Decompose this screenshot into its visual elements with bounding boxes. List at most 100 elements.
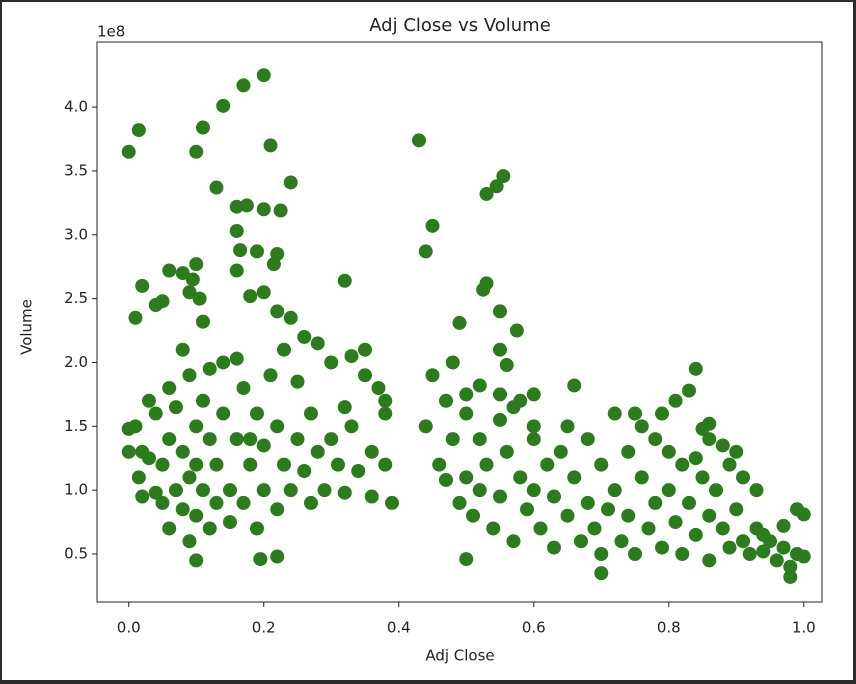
point xyxy=(330,457,345,472)
point xyxy=(135,489,150,504)
point xyxy=(526,432,541,447)
point xyxy=(256,438,271,453)
x-tick-label: 0.4 xyxy=(387,619,411,637)
point xyxy=(553,444,568,459)
x-tick-label: 0.2 xyxy=(252,619,276,637)
point xyxy=(162,381,177,396)
point xyxy=(628,546,643,561)
point xyxy=(222,515,237,530)
point xyxy=(195,314,210,329)
point xyxy=(520,502,535,517)
point xyxy=(729,502,744,517)
point xyxy=(783,559,798,574)
point xyxy=(185,272,200,287)
point xyxy=(790,546,805,561)
point xyxy=(378,406,393,421)
point xyxy=(682,383,697,398)
point xyxy=(472,432,487,447)
point xyxy=(580,432,595,447)
x-axis-label: Adj Close xyxy=(425,647,494,665)
point xyxy=(273,203,288,218)
point xyxy=(621,508,636,523)
point xyxy=(432,457,447,472)
point xyxy=(236,78,251,93)
y-tick-label: 1.0 xyxy=(64,481,88,499)
point xyxy=(702,553,717,568)
point xyxy=(182,470,197,485)
point xyxy=(722,540,737,555)
point xyxy=(249,244,264,259)
point xyxy=(239,198,254,213)
point xyxy=(131,470,146,485)
point xyxy=(688,527,703,542)
point xyxy=(128,310,143,325)
point xyxy=(715,438,730,453)
point xyxy=(175,266,190,281)
point xyxy=(496,169,511,184)
point xyxy=(661,444,676,459)
point xyxy=(229,351,244,366)
point xyxy=(195,120,210,135)
point xyxy=(249,521,264,536)
point xyxy=(493,412,508,427)
point xyxy=(682,495,697,510)
y-tick-label: 3.0 xyxy=(64,225,88,243)
point xyxy=(256,285,271,300)
point xyxy=(162,432,177,447)
point xyxy=(182,285,197,300)
point xyxy=(418,244,433,259)
point xyxy=(736,534,751,549)
point xyxy=(668,515,683,530)
point xyxy=(189,257,204,272)
point xyxy=(270,549,285,564)
point xyxy=(283,310,298,325)
point xyxy=(533,521,548,536)
point xyxy=(459,387,474,402)
y-offset-text: 1e8 xyxy=(97,23,125,41)
point xyxy=(547,489,562,504)
point xyxy=(155,457,170,472)
point xyxy=(195,393,210,408)
x-tick-label: 0.8 xyxy=(657,619,681,637)
point xyxy=(493,489,508,504)
point xyxy=(763,534,778,549)
point xyxy=(162,521,177,536)
point xyxy=(189,508,204,523)
point xyxy=(384,495,399,510)
point xyxy=(202,361,217,376)
point xyxy=(182,534,197,549)
point xyxy=(621,444,636,459)
point xyxy=(162,263,177,278)
point xyxy=(270,419,285,434)
point xyxy=(236,381,251,396)
x-tick-label: 0.0 xyxy=(117,619,141,637)
point xyxy=(506,400,521,415)
point xyxy=(655,406,670,421)
point xyxy=(526,483,541,498)
point xyxy=(547,540,562,555)
point xyxy=(155,294,170,309)
point xyxy=(472,483,487,498)
point xyxy=(209,457,224,472)
point xyxy=(243,457,258,472)
point xyxy=(263,368,278,383)
point xyxy=(722,457,737,472)
point xyxy=(493,304,508,319)
point xyxy=(131,123,146,138)
point xyxy=(229,223,244,238)
point xyxy=(634,470,649,485)
point xyxy=(445,355,460,370)
point xyxy=(560,419,575,434)
point xyxy=(648,432,663,447)
point xyxy=(601,502,616,517)
point xyxy=(222,483,237,498)
point xyxy=(648,495,663,510)
point xyxy=(310,336,325,351)
point xyxy=(378,393,393,408)
point xyxy=(135,278,150,293)
point xyxy=(229,263,244,278)
point xyxy=(540,457,555,472)
point xyxy=(310,444,325,459)
